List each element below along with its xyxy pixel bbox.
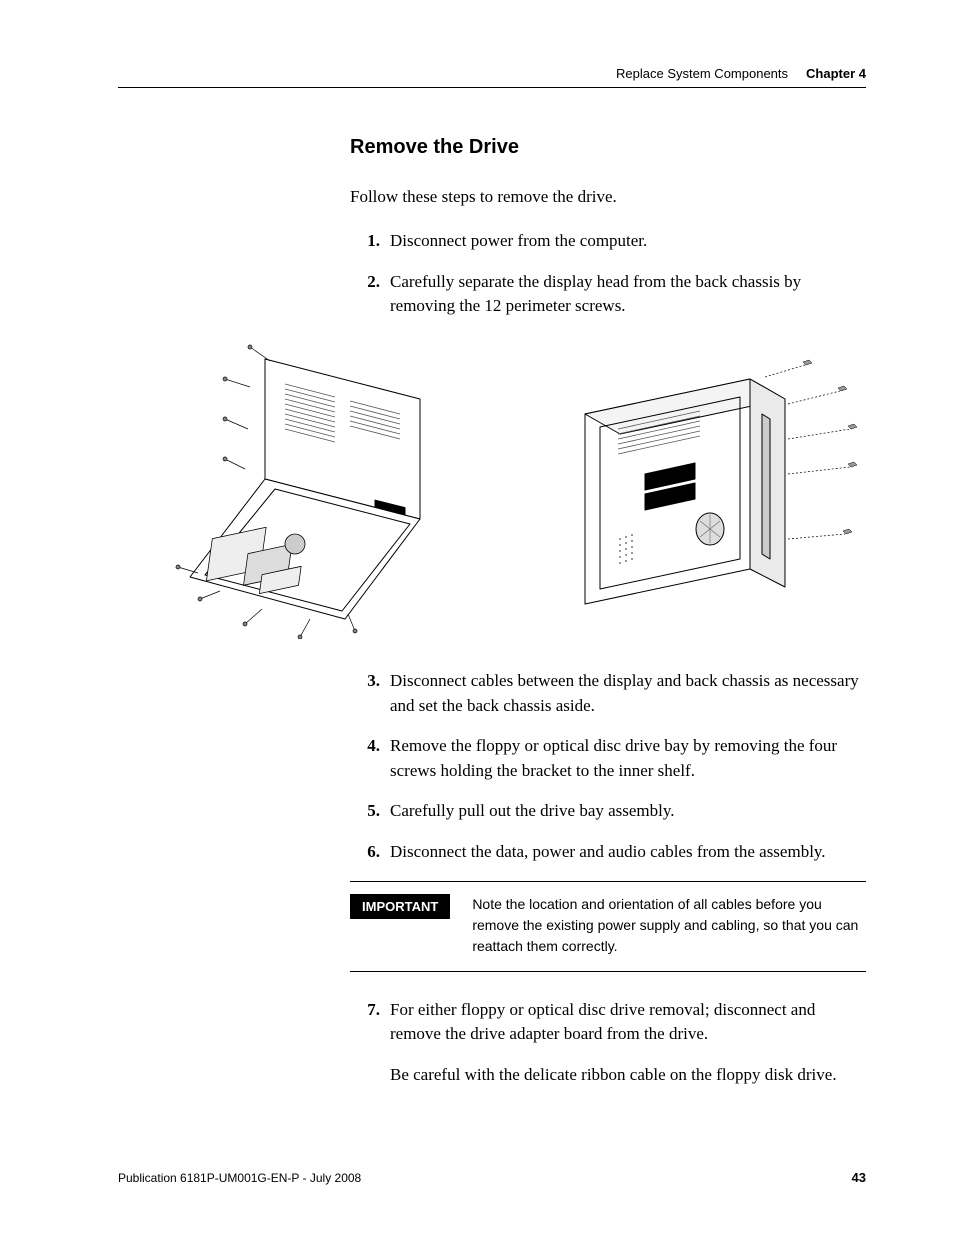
step-number: 1. [350,229,380,254]
step-number: 6. [350,840,380,865]
step-text: Carefully pull out the drive bay assembl… [390,799,866,824]
page-header: Replace System Components Chapter 4 [118,66,866,88]
important-callout: IMPORTANT Note the location and orientat… [350,881,866,972]
steps-list-mid: 3. Disconnect cables between the display… [350,669,866,865]
step-4: 4. Remove the floppy or optical disc dri… [350,734,866,783]
section-title: Remove the Drive [350,136,866,159]
step-7-note: Be careful with the delicate ribbon cabl… [390,1063,866,1088]
publication-id: Publication 6181P-UM001G-EN-P - July 200… [118,1171,361,1185]
step-text: Remove the floppy or optical disc drive … [390,734,866,783]
page: Replace System Components Chapter 4 Remo… [0,0,954,1235]
important-badge: IMPORTANT [350,894,450,919]
steps-list-bottom: 7. For either floppy or optical disc dri… [350,998,866,1088]
step-2: 2. Carefully separate the display head f… [350,270,866,319]
intro-paragraph: Follow these steps to remove the drive. [350,187,866,207]
header-section: Replace System Components [616,66,788,81]
step-number: 7. [350,998,380,1023]
step-text: Disconnect cables between the display an… [390,669,866,718]
step-text: Disconnect power from the computer. [390,229,866,254]
step-text: Carefully separate the display head from… [390,270,866,319]
step-7: 7. For either floppy or optical disc dri… [350,998,866,1088]
page-footer: Publication 6181P-UM001G-EN-P - July 200… [118,1170,866,1185]
step-text: For either floppy or optical disc drive … [390,998,866,1088]
step-7-main: For either floppy or optical disc drive … [390,1000,815,1044]
steps-list-top: 1. Disconnect power from the computer. 2… [350,229,866,319]
step-text: Disconnect the data, power and audio cab… [390,840,866,865]
page-number: 43 [852,1170,866,1185]
header-chapter: Chapter 4 [806,66,866,81]
figure-back-chassis [550,359,870,619]
step-number: 3. [350,669,380,694]
step-3: 3. Disconnect cables between the display… [350,669,866,718]
step-6: 6. Disconnect the data, power and audio … [350,840,866,865]
figure-display-head-opened [170,339,490,639]
important-text: Note the location and orientation of all… [472,894,866,957]
step-5: 5. Carefully pull out the drive bay asse… [350,799,866,824]
figure-row [170,339,870,639]
step-number: 2. [350,270,380,295]
step-number: 4. [350,734,380,759]
step-number: 5. [350,799,380,824]
step-1: 1. Disconnect power from the computer. [350,229,866,254]
content-column: Remove the Drive Follow these steps to r… [350,136,866,1088]
